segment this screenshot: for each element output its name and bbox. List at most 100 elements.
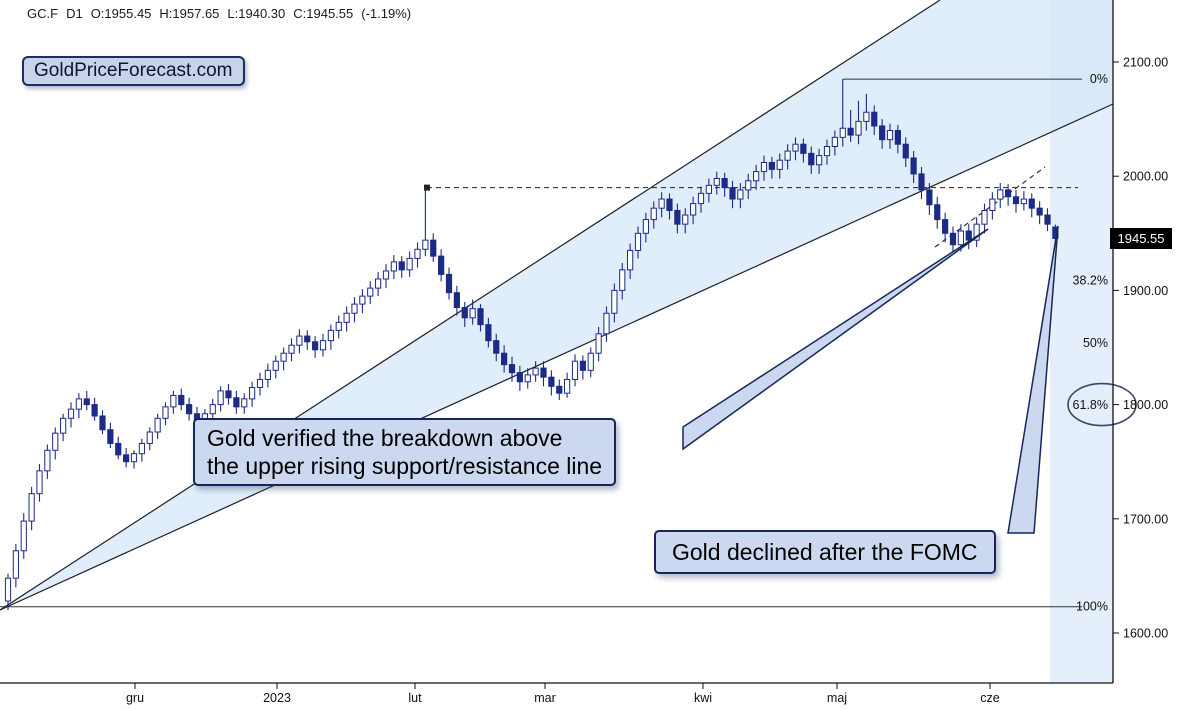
candle-body — [508, 364, 516, 374]
candle-body — [422, 239, 429, 250]
candle-body — [256, 378, 264, 388]
candle-body — [886, 130, 894, 141]
candle-body — [690, 203, 697, 216]
y-axis-label: 1800.00 — [1123, 398, 1168, 412]
candle-body — [304, 335, 311, 343]
candle-body — [249, 386, 256, 400]
y-axis-label: 1700.00 — [1123, 512, 1168, 526]
candle-body — [67, 408, 75, 419]
candle-body — [382, 270, 390, 280]
candle-body — [477, 308, 484, 326]
candle-body — [682, 214, 689, 225]
fib-label: 50% — [1083, 336, 1108, 350]
x-axis-label: maj — [827, 691, 847, 705]
candle-body — [564, 378, 571, 394]
candle-body — [469, 308, 476, 319]
callout-line: the upper rising support/resistance line — [207, 453, 603, 480]
last-price-badge: 1945.55 — [1110, 228, 1172, 249]
fib-label: 61.8% — [1073, 398, 1108, 412]
candle-body — [540, 367, 547, 378]
candle-body — [375, 278, 382, 289]
candle-body — [918, 173, 925, 191]
candle-body — [556, 385, 563, 394]
ohlc-header: GC.F D1 O:1955.45 H:1957.65 L:1940.30 C:1945.… — [27, 6, 419, 21]
x-axis-label: kwi — [694, 691, 712, 705]
candle-body — [36, 470, 43, 495]
candle-body — [359, 295, 366, 305]
candle-body — [800, 143, 807, 154]
callout-line: Gold declined after the FOMC — [672, 539, 978, 565]
symbol-label: GC.F — [27, 6, 59, 21]
y-axis-label: 1600.00 — [1123, 627, 1168, 641]
fib-label: 38.2% — [1073, 274, 1108, 288]
candle-body — [272, 360, 279, 371]
dashed-line-anchor-marker — [424, 184, 430, 191]
candle-body — [997, 189, 1004, 200]
candle-body — [674, 209, 681, 225]
callout-breakdown-pointer — [682, 228, 989, 451]
candle-body — [296, 335, 303, 346]
candle-body — [611, 289, 618, 314]
candle-body — [934, 204, 941, 221]
candle-body — [1012, 196, 1020, 205]
candle-body — [4, 577, 12, 602]
low-value: L:1940.30 — [227, 6, 286, 21]
candle-body — [855, 120, 862, 136]
candle-body — [335, 321, 342, 331]
candle-body — [351, 303, 358, 314]
candle-body — [241, 398, 248, 408]
candle-body — [871, 111, 878, 127]
candle-body — [414, 248, 421, 259]
candle-body — [44, 449, 51, 472]
candle-body — [493, 340, 500, 354]
candle-body — [170, 394, 177, 408]
candle-body — [808, 152, 815, 166]
candle-body — [650, 207, 657, 221]
candle-body — [107, 429, 114, 444]
candle-body — [816, 155, 823, 166]
candle-body — [548, 376, 555, 387]
fib-label: 100% — [1076, 600, 1108, 614]
candle-body — [847, 127, 854, 136]
open-value: O:1955.45 — [90, 6, 152, 21]
candle-body — [406, 257, 413, 271]
candle-body — [989, 198, 996, 211]
rising-channel-fill — [0, 0, 1113, 610]
candle-body — [863, 111, 870, 122]
candle-body — [445, 273, 453, 294]
close-value: C:1945.55 — [293, 6, 354, 21]
candle-body — [217, 390, 224, 406]
candle-body — [130, 453, 138, 463]
candle-body — [713, 177, 720, 186]
candle-body — [12, 550, 19, 579]
y-axis-label: 1900.00 — [1123, 284, 1168, 298]
trend-line — [0, 0, 941, 611]
candle-body — [721, 177, 728, 189]
x-axis-label: 2023 — [263, 691, 291, 705]
candle-body — [280, 352, 287, 362]
candle-body — [398, 261, 405, 271]
candle-body — [60, 417, 67, 434]
high-value: H:1957.65 — [159, 6, 220, 21]
candle-body — [91, 404, 98, 417]
candle-body — [579, 360, 586, 371]
x-axis-label: lut — [408, 691, 422, 705]
candle-body — [501, 352, 508, 366]
candle-body — [186, 404, 193, 415]
candle-body — [894, 130, 901, 145]
candle-body — [485, 324, 492, 342]
candle-body — [776, 159, 783, 170]
candle-body — [627, 249, 634, 271]
candle-body — [942, 219, 949, 234]
candle-body — [99, 415, 106, 431]
candle-body — [233, 397, 240, 408]
candle-body — [367, 287, 374, 297]
candle-body — [178, 394, 185, 406]
candle-body — [1020, 198, 1027, 205]
candle-body — [52, 432, 59, 451]
candle-body — [75, 398, 82, 410]
candle-body — [595, 333, 602, 354]
x-axis-label: mar — [534, 691, 556, 705]
fib-618-ellipse — [1067, 382, 1137, 427]
